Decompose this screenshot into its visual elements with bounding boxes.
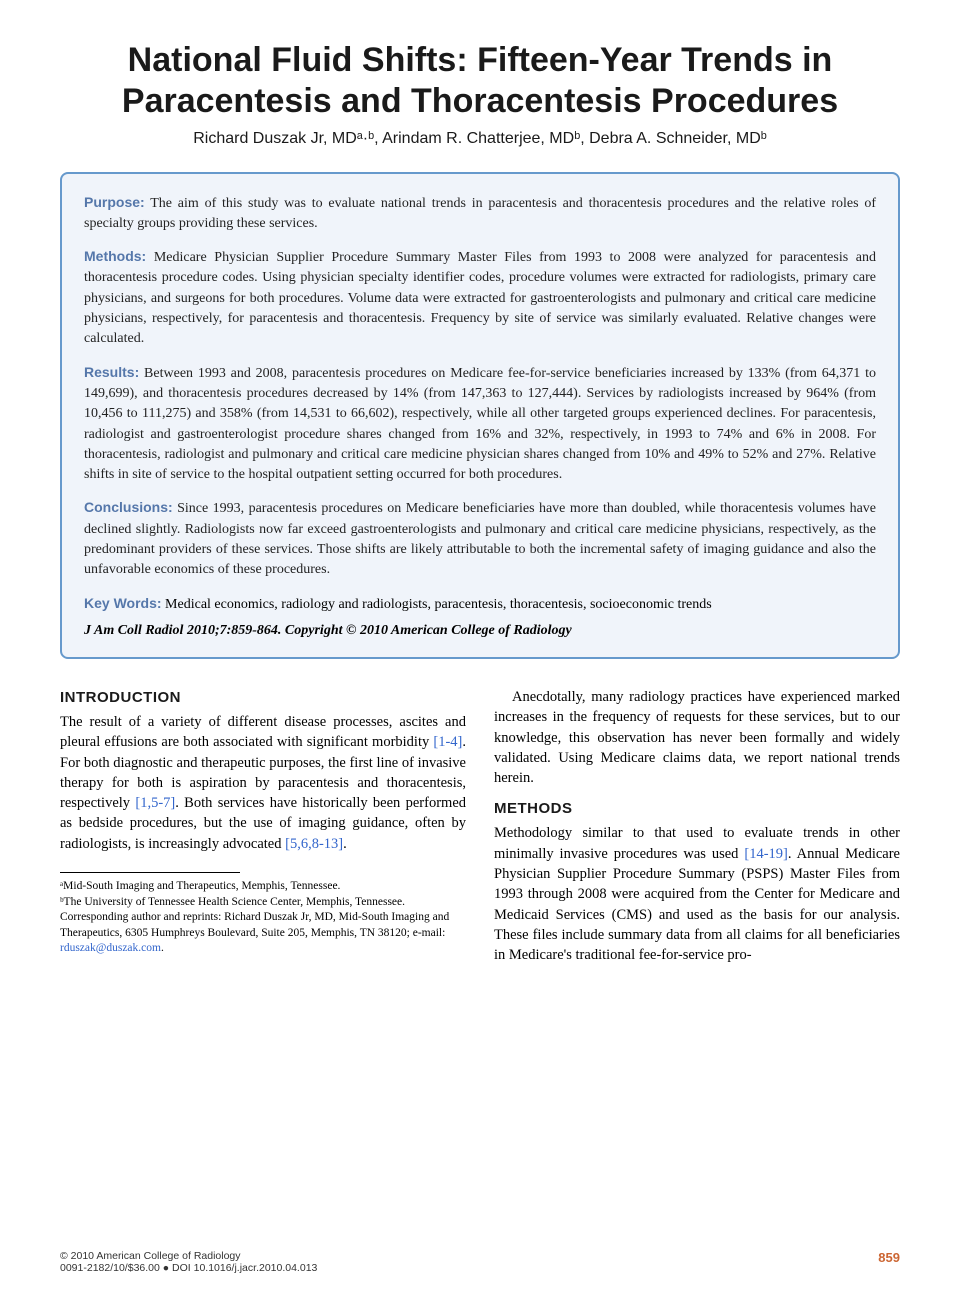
abstract-box: Purpose: The aim of this study was to ev… xyxy=(60,172,900,659)
methods-p1-text-b: . Annual Medicare Physician Supplier Pro… xyxy=(494,846,900,963)
methods-heading: METHODS xyxy=(494,798,900,819)
abstract-results: Results: Between 1993 and 2008, paracent… xyxy=(84,362,876,486)
affiliation-b: ᵇThe University of Tennessee Health Scie… xyxy=(60,895,466,911)
abstract-conclusions-text: Since 1993, paracentesis procedures on M… xyxy=(84,501,876,577)
right-column: Anecdotally, many radiology practices ha… xyxy=(494,687,900,976)
abstract-results-text: Between 1993 and 2008, paracentesis proc… xyxy=(84,366,876,482)
body-columns: INTRODUCTION The result of a variety of … xyxy=(60,687,900,976)
page-number: 859 xyxy=(878,1250,900,1274)
author-line: Richard Duszak Jr, MDᵃ·ᵇ, Arindam R. Cha… xyxy=(60,130,900,148)
abstract-citation: J Am Coll Radiol 2010;7:859-864. Copyrig… xyxy=(84,623,876,639)
abstract-purpose-label: Purpose: xyxy=(84,194,145,210)
left-column: INTRODUCTION The result of a variety of … xyxy=(60,687,466,976)
intro-p1-text-a: The result of a variety of different dis… xyxy=(60,714,466,750)
footnote-divider xyxy=(60,872,240,873)
abstract-keywords-text: Medical economics, radiology and radiolo… xyxy=(162,597,712,612)
intro-ref-2[interactable]: [1,5-7] xyxy=(135,795,175,811)
introduction-heading: INTRODUCTION xyxy=(60,687,466,708)
corr-text-b: . xyxy=(161,942,164,954)
abstract-purpose: Purpose: The aim of this study was to ev… xyxy=(84,192,876,235)
methods-paragraph-1: Methodology similar to that used to eval… xyxy=(494,823,900,965)
intro-ref-3[interactable]: [5,6,8-13] xyxy=(285,836,343,852)
affiliation-a: ᵃMid-South Imaging and Therapeutics, Mem… xyxy=(60,879,466,895)
abstract-purpose-text: The aim of this study was to evaluate na… xyxy=(84,196,876,231)
article-title: National Fluid Shifts: Fifteen-Year Tren… xyxy=(60,40,900,122)
intro-paragraph-2: Anecdotally, many radiology practices ha… xyxy=(494,687,900,788)
page-footer: © 2010 American College of Radiology 009… xyxy=(60,1250,900,1274)
intro-ref-1[interactable]: [1-4] xyxy=(433,734,462,750)
abstract-methods: Methods: Medicare Physician Supplier Pro… xyxy=(84,246,876,349)
abstract-conclusions: Conclusions: Since 1993, paracentesis pr… xyxy=(84,497,876,580)
abstract-keywords: Key Words: Medical economics, radiology … xyxy=(84,593,876,615)
intro-paragraph-1: The result of a variety of different dis… xyxy=(60,712,466,854)
corresponding-author: Corresponding author and reprints: Richa… xyxy=(60,910,466,957)
abstract-methods-text: Medicare Physician Supplier Procedure Su… xyxy=(84,250,876,346)
corr-email-link[interactable]: rduszak@duszak.com xyxy=(60,942,161,954)
abstract-conclusions-label: Conclusions: xyxy=(84,499,173,515)
corr-text-a: Corresponding author and reprints: Richa… xyxy=(60,911,449,939)
footer-copyright: © 2010 American College of Radiology xyxy=(60,1250,317,1262)
abstract-methods-label: Methods: xyxy=(84,248,146,264)
abstract-results-label: Results: xyxy=(84,364,139,380)
intro-p1-text-d: . xyxy=(343,836,347,852)
abstract-keywords-label: Key Words: xyxy=(84,595,162,611)
footer-issn-doi: 0091-2182/10/$36.00 ● DOI 10.1016/j.jacr… xyxy=(60,1262,317,1274)
footer-left: © 2010 American College of Radiology 009… xyxy=(60,1250,317,1274)
methods-ref-1[interactable]: [14-19] xyxy=(744,846,788,862)
